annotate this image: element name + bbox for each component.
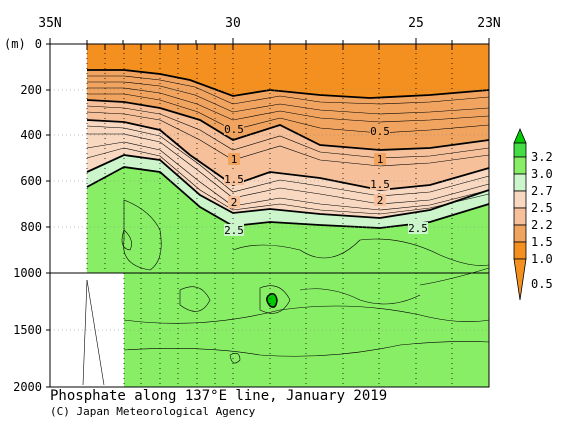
lat-label-25: 25 (408, 16, 424, 31)
colorbar-segment (513, 207, 527, 226)
contour-label: 2 (231, 196, 238, 209)
thin-contours (86, 75, 490, 364)
contour-label: 2.5 (408, 222, 428, 235)
depth-label-0: 0 (35, 37, 42, 51)
lower-panel-fill (50, 273, 489, 387)
thick-contours (86, 69, 490, 229)
no-data-region-upper (50, 44, 87, 273)
contour-label: 0.5 (224, 123, 244, 136)
depth-label-2000: 2000 (13, 380, 42, 394)
contour-label: 1 (231, 153, 238, 166)
contour-label: 2 (377, 194, 384, 207)
lat-label-35n: 35N (38, 16, 61, 31)
contour-label: 1.5 (370, 178, 390, 191)
depth-label-600: 600 (20, 174, 42, 188)
colorbar-label: 2.2 (531, 218, 553, 232)
station-ticks (86, 44, 453, 50)
lat-label-23n: 23N (477, 16, 500, 31)
chart-credit: (C) Japan Meteorological Agency (50, 405, 256, 418)
colorbar-label: 2.7 (531, 184, 553, 198)
colorbar-segment (513, 156, 527, 175)
contour-label: 2.5 (224, 224, 244, 237)
depth-label-400: 400 (20, 128, 42, 142)
colorbar-min-arrow (513, 258, 527, 301)
depth-unit-label: (m) (4, 37, 26, 51)
chart-title: Phosphate along 137°E line, January 2019 (50, 388, 388, 404)
contour-label: 0.5 (370, 125, 390, 138)
high-phosphate-patch (266, 293, 278, 308)
band-le-0-5 (87, 44, 489, 98)
bottom-topography-lines (82, 279, 105, 386)
contour-labels: 0.5 1 1.5 2 2.5 0.5 1 1.5 2 2.5 (224, 123, 428, 237)
colorbar-segment (513, 224, 527, 243)
top-axis-ticks (49, 38, 490, 44)
lat-label-30: 30 (225, 16, 241, 31)
depth-label-1000: 1000 (13, 266, 42, 280)
colorbar-max-arrow (513, 127, 527, 144)
colorbar-label: 2.5 (531, 201, 553, 215)
colorbar-segment (513, 142, 527, 158)
colorbar: 3.2 3.0 2.7 2.5 2.2 1.5 1.0 0.5 (513, 127, 553, 301)
contour-label: 1 (377, 153, 384, 166)
left-axis-ticks (46, 43, 50, 388)
colorbar-segment (513, 190, 527, 209)
colorbar-label: 1.5 (531, 235, 553, 249)
depth-label-1500: 1500 (13, 323, 42, 337)
colorbar-label: 3.2 (531, 150, 553, 164)
colorbar-segment (513, 241, 527, 260)
depth-label-800: 800 (20, 220, 42, 234)
colorbar-label: 3.0 (531, 167, 553, 181)
contour-label: 1.5 (224, 173, 244, 186)
colorbar-label: 1.0 (531, 252, 553, 266)
depth-label-200: 200 (20, 83, 42, 97)
colorbar-label: 0.5 (531, 277, 553, 291)
colorbar-segment (513, 173, 527, 192)
